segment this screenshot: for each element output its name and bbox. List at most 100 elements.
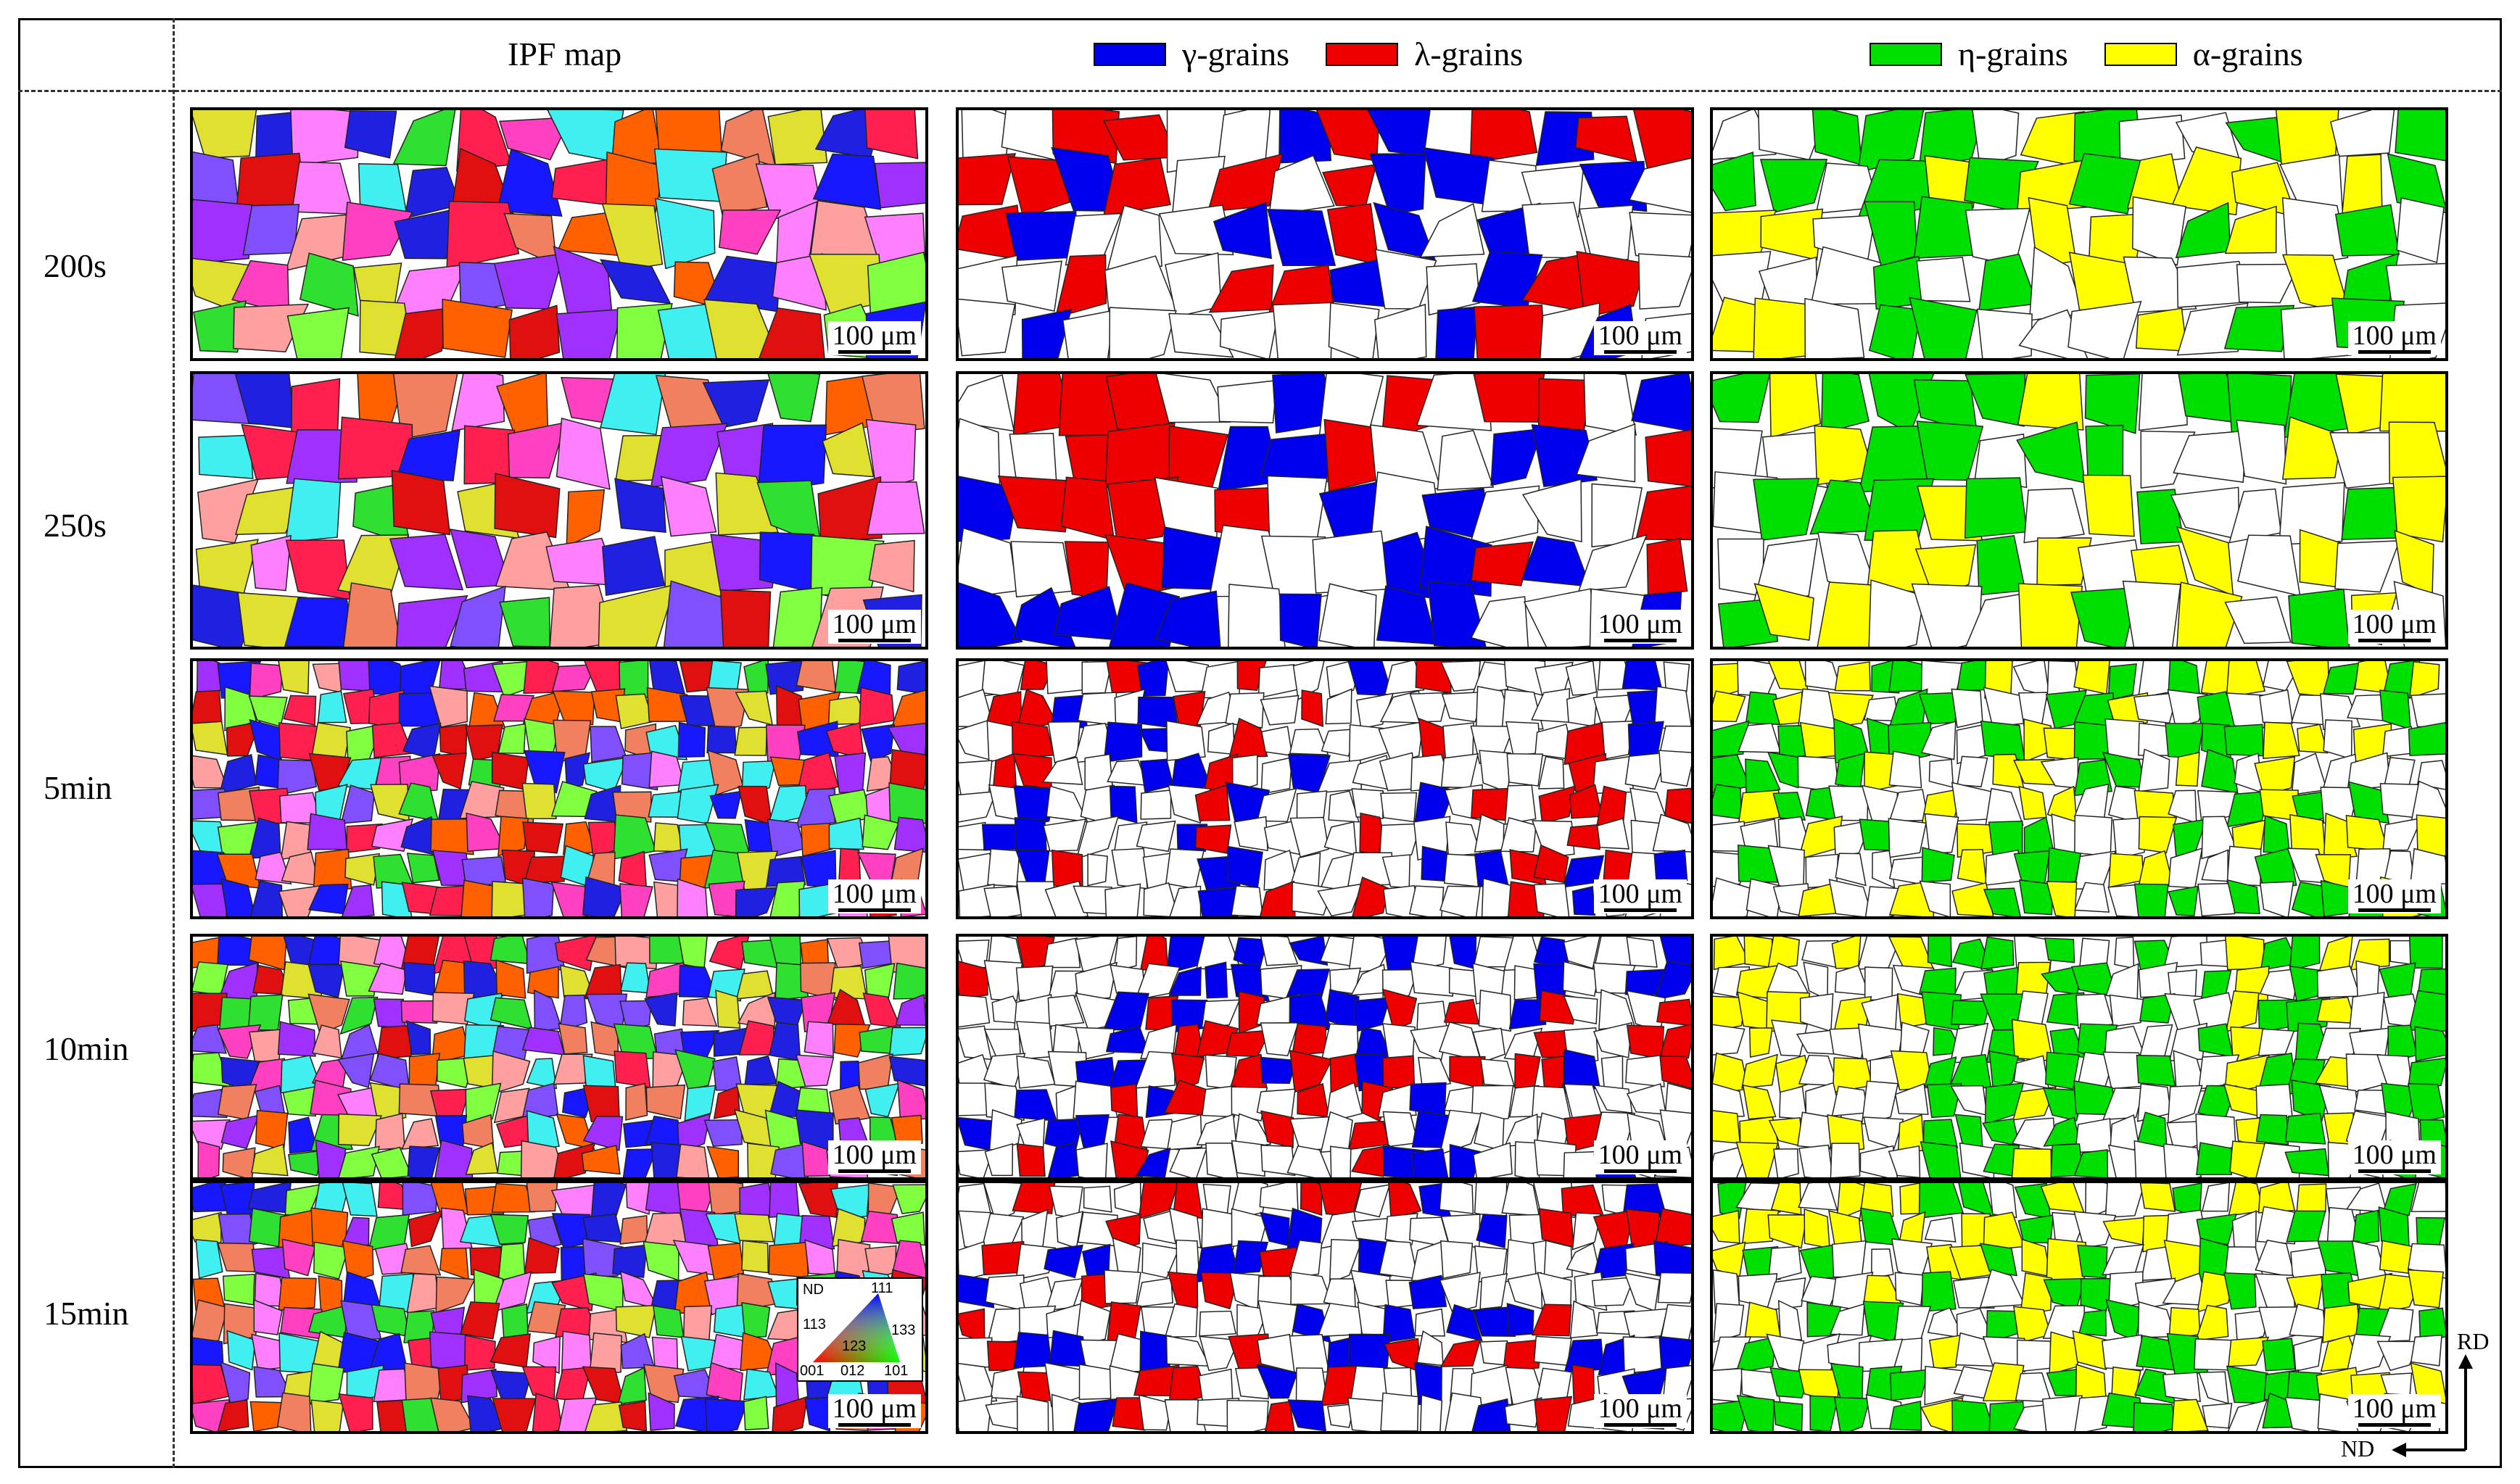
grain (1658, 1024, 1691, 1059)
grain (342, 582, 402, 647)
grain (1325, 688, 1352, 725)
grain (491, 1050, 531, 1095)
grain (676, 1143, 710, 1177)
grain (1828, 879, 1873, 916)
grain (1278, 110, 1332, 164)
grain (1439, 1183, 1474, 1214)
grain (621, 752, 658, 791)
grain (2197, 882, 2236, 916)
grain (1138, 1394, 1173, 1431)
grain (1633, 110, 1691, 169)
grain (864, 212, 925, 268)
grain (1312, 530, 1390, 594)
grain (2043, 1087, 2085, 1122)
grain (2140, 431, 2196, 489)
grain (1501, 1183, 1540, 1216)
grain (407, 1145, 440, 1177)
ipf-triangle-icon (813, 1293, 900, 1362)
grain (674, 1049, 716, 1090)
grain (1635, 485, 1691, 541)
grain (1005, 210, 1077, 261)
grain (1626, 937, 1658, 968)
grain (2102, 1216, 2145, 1245)
grain (2139, 992, 2176, 1024)
grain (2347, 781, 2390, 824)
grain (1713, 1210, 1740, 1244)
grain (2168, 885, 2199, 916)
grain (403, 961, 436, 996)
grain (2202, 1402, 2233, 1429)
grain (1951, 1399, 1995, 1431)
grain (893, 962, 925, 1000)
grain (299, 252, 359, 317)
grain (2018, 785, 2047, 821)
grain (1856, 110, 1925, 174)
grain (1012, 753, 1052, 789)
grain (1448, 968, 1478, 998)
grain (1561, 1184, 1605, 1218)
grain (2408, 722, 2445, 756)
grain (1384, 661, 1425, 696)
grain (2255, 1114, 2289, 1145)
grain (1864, 201, 1918, 267)
grain (795, 788, 836, 829)
grain (2074, 1395, 2112, 1431)
grain (1418, 1056, 1452, 1089)
grain (769, 1183, 800, 1218)
scale-bar-label: 100 μm (1598, 320, 1682, 351)
grain (2107, 663, 2137, 701)
grain (1326, 1403, 1355, 1428)
scale-bar-label: 100 μm (2352, 1393, 2437, 1424)
grain (255, 1109, 289, 1151)
grain (2046, 881, 2078, 916)
grain (1508, 1214, 1546, 1248)
grain (1113, 937, 1138, 972)
grain (988, 1108, 1023, 1155)
scale-bar-line (1603, 350, 1677, 354)
grain (864, 1082, 901, 1118)
grain (1073, 1080, 1118, 1119)
grain (1267, 209, 1337, 267)
grain-map (193, 110, 925, 358)
grain (2104, 1183, 2146, 1219)
grain (1928, 758, 1954, 789)
grain (1928, 1334, 1965, 1369)
grain (2021, 1238, 2052, 1277)
grain-map (959, 110, 1691, 358)
grain (1301, 689, 1324, 728)
grain (1523, 588, 1598, 647)
grain (1054, 254, 1107, 318)
scale-bar-line (838, 639, 911, 642)
grain (1164, 1303, 1198, 1338)
grain (1449, 1143, 1482, 1177)
grain (2410, 1362, 2445, 1404)
grain (1287, 1399, 1326, 1431)
grain (337, 1113, 383, 1147)
grain (368, 962, 408, 995)
grain-map (193, 937, 925, 1177)
grain (521, 1027, 566, 1056)
grain (612, 1244, 648, 1278)
grain (1168, 312, 1234, 358)
grain (1984, 787, 2024, 829)
grain (1583, 374, 1637, 436)
grain (2416, 814, 2445, 858)
grain (2016, 421, 2086, 484)
grain (524, 750, 566, 794)
grain (2414, 1026, 2445, 1062)
grain (625, 1082, 648, 1121)
grain (2018, 879, 2054, 916)
grain-map (959, 374, 1691, 647)
grain (344, 110, 397, 159)
grain (1422, 146, 1495, 205)
grain (715, 472, 780, 536)
scale-bar-label: 100 μm (1598, 609, 1682, 639)
grain (1562, 961, 1600, 997)
grain (1566, 824, 1600, 850)
grain (561, 1330, 592, 1373)
grain (1888, 818, 1927, 858)
grain (1420, 1394, 1443, 1431)
grain (249, 718, 282, 762)
grain (959, 1308, 986, 1343)
grain (1893, 1305, 1932, 1344)
